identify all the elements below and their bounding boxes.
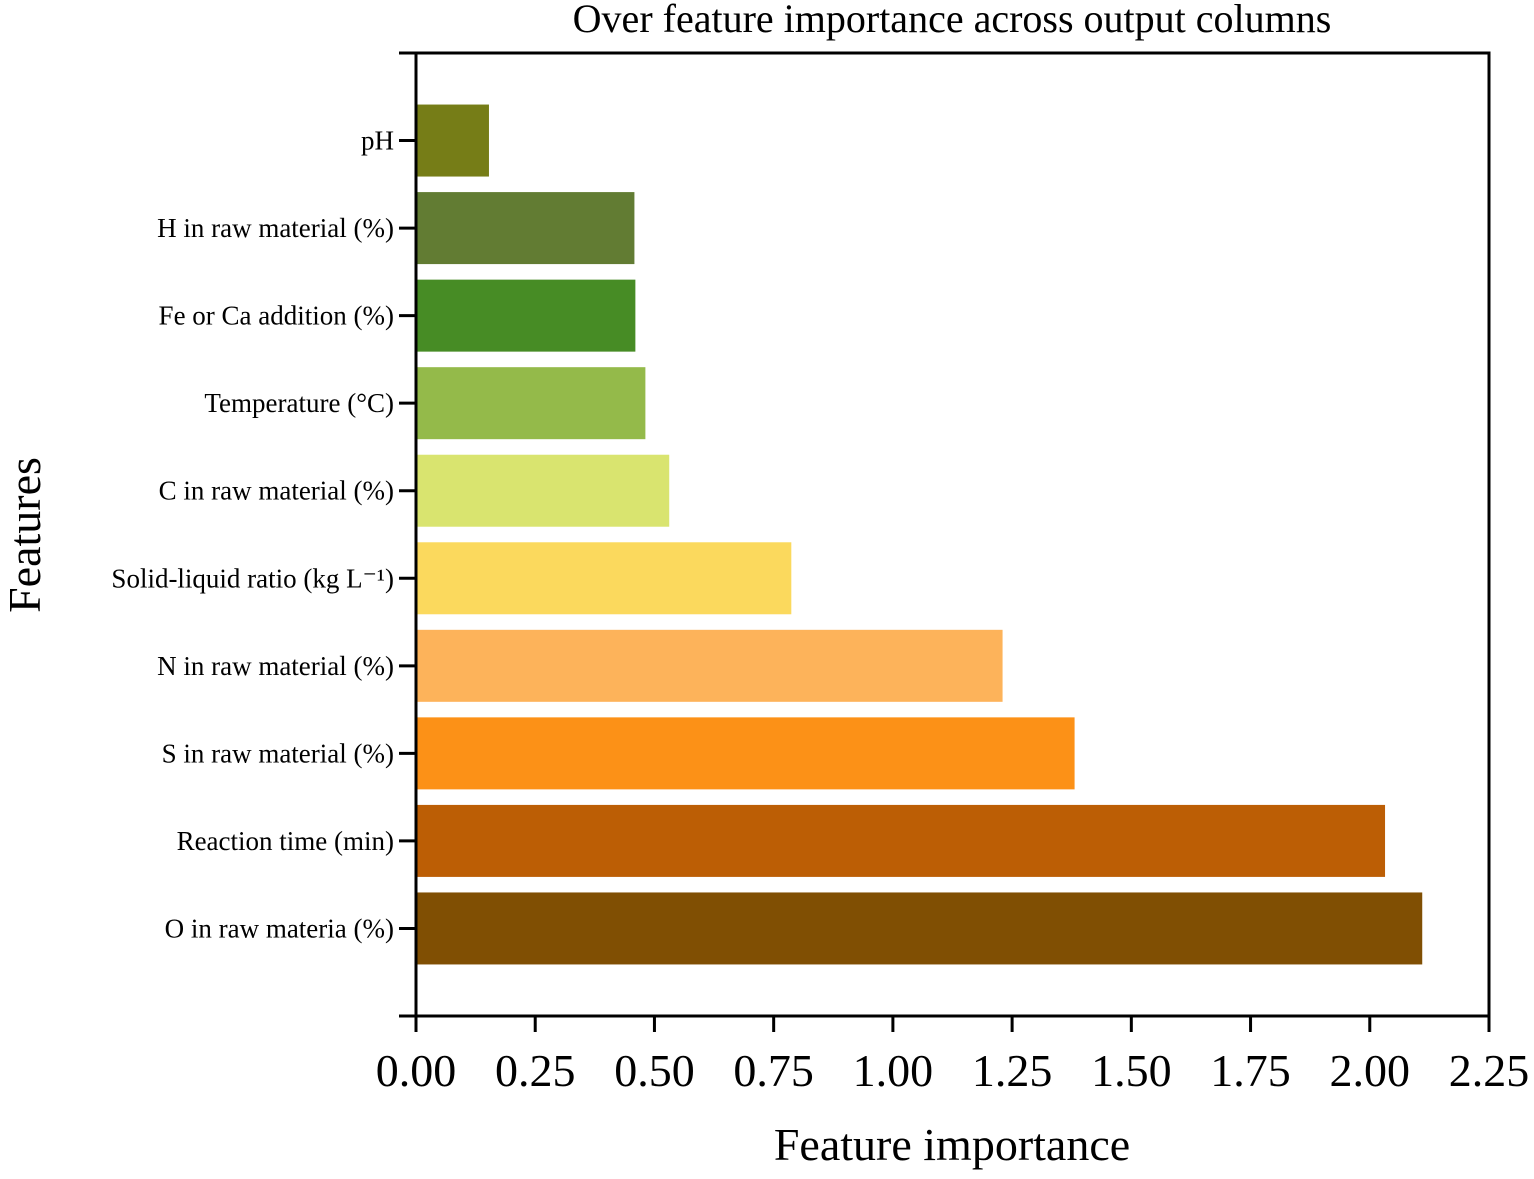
y-tick-label: Solid-liquid ratio (kg L⁻¹): [111, 563, 394, 593]
x-tick-label: 0.25: [495, 1045, 576, 1096]
bar-6: [416, 629, 1003, 702]
plot-frame: [414, 51, 1491, 1018]
y-tick-label: O in raw materia (%): [165, 913, 394, 943]
x-tick-label: 2.25: [1449, 1045, 1530, 1096]
bar-9: [416, 892, 1423, 965]
x-tick-label: 0.75: [733, 1045, 814, 1096]
bar-2: [416, 279, 636, 352]
bar-0: [416, 104, 489, 177]
x-tick-label: 1.00: [853, 1045, 934, 1096]
bar-3: [416, 367, 646, 440]
y-tick-label: Temperature (°C): [204, 388, 394, 418]
x-tick-label: 1.25: [972, 1045, 1053, 1096]
bar-4: [416, 454, 670, 527]
x-tick-label: 1.75: [1210, 1045, 1291, 1096]
x-tick-label: 0.00: [376, 1045, 457, 1096]
bar-5: [416, 542, 792, 615]
y-tick-label: H in raw material (%): [157, 213, 394, 243]
bar-1: [416, 192, 635, 265]
y-axis-label: Features: [0, 457, 50, 613]
bar-7: [416, 717, 1075, 790]
y-tick-label: Fe or Ca addition (%): [159, 301, 394, 331]
y-tick-label: S in raw material (%): [162, 738, 394, 768]
x-tick-label: 0.50: [614, 1045, 695, 1096]
y-tick-label: pH: [361, 126, 394, 156]
chart-title: Over feature importance across output co…: [573, 0, 1332, 41]
y-tick-label: Reaction time (min): [177, 826, 394, 856]
y-tick-label: N in raw material (%): [157, 651, 394, 681]
bar-8: [416, 804, 1386, 877]
x-axis-label: Feature importance: [774, 1119, 1130, 1170]
y-tick-label: C in raw material (%): [159, 476, 394, 506]
x-tick-label: 2.00: [1330, 1045, 1411, 1096]
x-tick-label: 1.50: [1091, 1045, 1172, 1096]
